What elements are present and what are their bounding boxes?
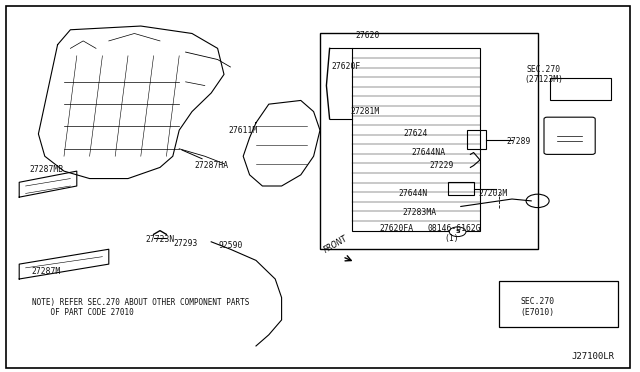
Text: FRONT: FRONT <box>323 234 349 255</box>
Bar <box>352 48 480 231</box>
Text: 27289: 27289 <box>506 137 531 146</box>
Text: 92590: 92590 <box>218 241 243 250</box>
FancyBboxPatch shape <box>550 78 611 100</box>
Text: NOTE) REFER SEC.270 ABOUT OTHER COMPONENT PARTS
    OF PART CODE 27010: NOTE) REFER SEC.270 ABOUT OTHER COMPONEN… <box>32 298 250 317</box>
Bar <box>448 182 474 195</box>
Text: (1): (1) <box>444 234 458 243</box>
Text: 27644N: 27644N <box>398 189 428 198</box>
Bar <box>467 130 486 149</box>
Bar <box>499 281 618 327</box>
Text: 27287HA: 27287HA <box>194 161 228 170</box>
Text: 27620FA: 27620FA <box>380 224 414 233</box>
Bar <box>320 33 538 249</box>
Text: 08146-6162G: 08146-6162G <box>428 224 481 233</box>
Text: 27287MB: 27287MB <box>29 165 63 174</box>
Text: 27644NA: 27644NA <box>412 148 446 157</box>
Text: S: S <box>455 229 460 234</box>
FancyBboxPatch shape <box>6 6 630 368</box>
Text: 27620F: 27620F <box>331 62 360 71</box>
Text: 27611M: 27611M <box>228 126 258 135</box>
Text: 27229: 27229 <box>429 161 454 170</box>
Text: SEC.270
(E7010): SEC.270 (E7010) <box>520 297 555 317</box>
Text: 27723N: 27723N <box>145 235 175 244</box>
Text: 27293: 27293 <box>173 239 198 248</box>
Text: 27624: 27624 <box>404 129 428 138</box>
Text: 27203M: 27203M <box>478 189 508 198</box>
Text: 27620: 27620 <box>356 31 380 40</box>
Text: 27287M: 27287M <box>31 267 61 276</box>
Text: 27281M: 27281M <box>350 107 380 116</box>
Text: J27100LR: J27100LR <box>572 352 614 361</box>
Circle shape <box>449 227 466 237</box>
Text: SEC.270
(27123M): SEC.270 (27123M) <box>525 65 563 84</box>
Text: 27283MA: 27283MA <box>402 208 436 217</box>
